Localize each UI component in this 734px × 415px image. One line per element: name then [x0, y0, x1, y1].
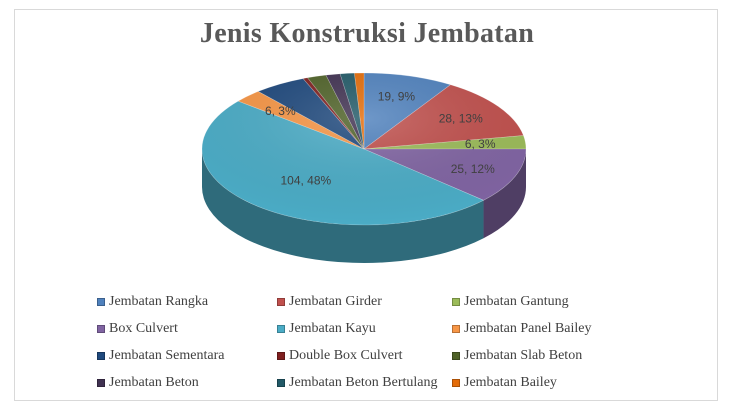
data-label-box-culvert: 25, 12% — [451, 162, 495, 176]
legend-label: Jembatan Rangka — [109, 294, 209, 309]
legend-item-jembatan-beton[interactable]: Jembatan Beton — [97, 374, 199, 392]
legend-swatch — [277, 298, 285, 306]
legend-label: Jembatan Beton Bertulang — [289, 375, 438, 390]
legend-label: Jembatan Kayu — [289, 321, 376, 336]
data-label-jembatan-panel-bailey: 6, 3% — [265, 104, 296, 118]
pie-side-jembatan-kayu — [202, 149, 484, 264]
legend-item-jembatan-kayu[interactable]: Jembatan Kayu — [277, 320, 376, 338]
legend-item-double-box-culvert[interactable]: Double Box Culvert — [277, 347, 403, 365]
legend-swatch — [97, 352, 105, 360]
legend-item-jembatan-rangka[interactable]: Jembatan Rangka — [97, 293, 208, 311]
legend-item-box-culvert[interactable]: Box Culvert — [97, 320, 178, 338]
legend-swatch — [452, 325, 460, 333]
data-label-jembatan-gantung: 6, 3% — [465, 137, 496, 151]
legend-swatch — [452, 298, 460, 306]
data-label-jembatan-rangka: 19, 9% — [378, 89, 416, 103]
legend-label: Jembatan Panel Bailey — [464, 321, 592, 336]
legend-swatch — [97, 298, 105, 306]
legend-swatch — [452, 379, 460, 387]
legend-swatch — [277, 379, 285, 387]
legend-item-jembatan-slab-beton[interactable]: Jembatan Slab Beton — [452, 347, 582, 365]
legend-label: Jembatan Gantung — [464, 294, 569, 309]
legend-label: Double Box Culvert — [289, 348, 403, 363]
legend-item-jembatan-girder[interactable]: Jembatan Girder — [277, 293, 382, 311]
legend-label: Jembatan Sementara — [109, 348, 225, 363]
legend-item-jembatan-bailey[interactable]: Jembatan Bailey — [452, 374, 557, 392]
legend-swatch — [277, 325, 285, 333]
legend-label: Jembatan Girder — [289, 294, 382, 309]
legend-label: Jembatan Bailey — [464, 375, 557, 390]
legend-item-jembatan-panel-bailey[interactable]: Jembatan Panel Bailey — [452, 320, 592, 338]
legend-swatch — [452, 352, 460, 360]
legend-item-jembatan-beton-bertulang[interactable]: Jembatan Beton Bertulang — [277, 374, 438, 392]
legend-label: Box Culvert — [109, 321, 178, 336]
data-label-jembatan-girder: 28, 13% — [439, 111, 483, 125]
data-label-jembatan-kayu: 104, 48% — [280, 174, 331, 188]
legend-label: Jembatan Beton — [109, 375, 199, 390]
legend-item-jembatan-gantung[interactable]: Jembatan Gantung — [452, 293, 569, 311]
legend-item-jembatan-sementara[interactable]: Jembatan Sementara — [97, 347, 224, 365]
legend-swatch — [277, 352, 285, 360]
legend-label: Jembatan Slab Beton — [464, 348, 583, 363]
chart-title: Jenis Konstruksi Jembatan — [199, 18, 535, 49]
legend-swatch — [97, 379, 105, 387]
legend-swatch — [97, 325, 105, 333]
